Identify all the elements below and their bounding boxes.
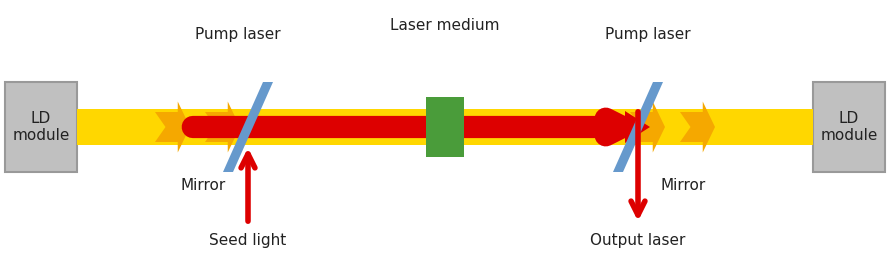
Text: LD
module: LD module [12,111,69,143]
Polygon shape [223,82,273,172]
Polygon shape [155,102,190,152]
Polygon shape [630,102,665,152]
Polygon shape [625,111,650,143]
Bar [5,82,77,172]
Bar [813,82,885,172]
Bar [190,119,625,135]
Text: Pump laser: Pump laser [605,26,691,41]
Text: Mirror: Mirror [660,179,706,194]
Bar [426,97,464,157]
Text: Mirror: Mirror [181,179,226,194]
Polygon shape [205,102,240,152]
Text: LD
module: LD module [821,111,878,143]
Text: Seed light: Seed light [209,232,287,247]
Text: Laser medium: Laser medium [390,19,500,34]
Text: Output laser: Output laser [590,232,685,247]
Text: Pump laser: Pump laser [195,26,281,41]
Polygon shape [613,82,663,172]
Polygon shape [680,102,715,152]
Bar [77,109,813,145]
